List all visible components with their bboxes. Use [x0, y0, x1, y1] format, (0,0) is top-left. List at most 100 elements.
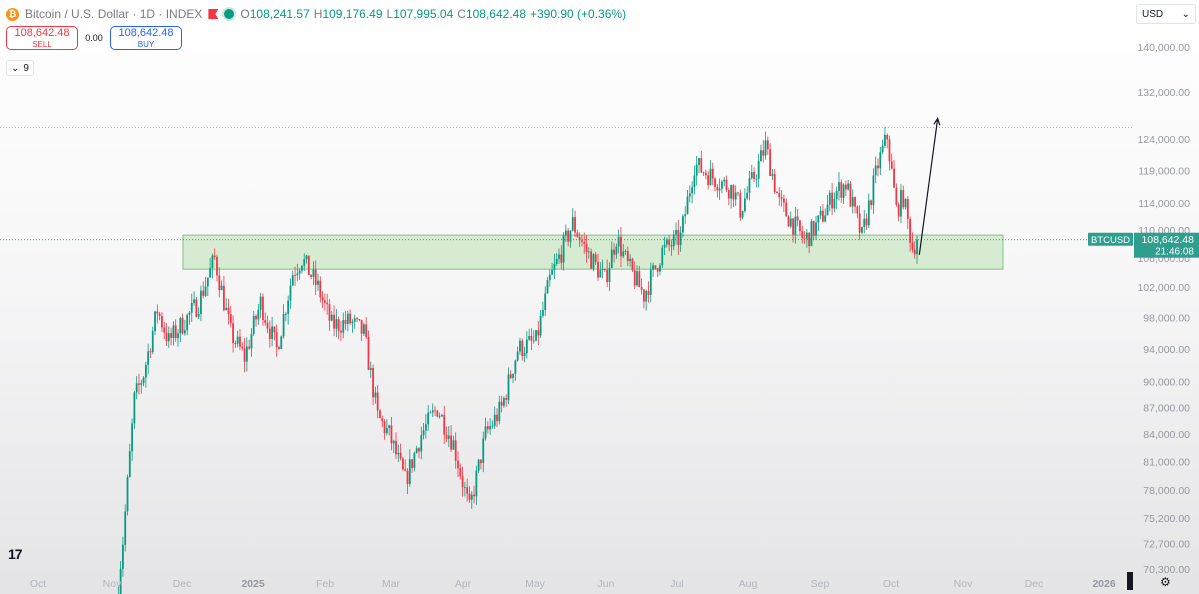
scroll-to-latest-handle[interactable] [1127, 572, 1133, 590]
candle-body [842, 184, 845, 198]
candle-body [346, 313, 349, 324]
gear-icon[interactable]: ⚙ [1160, 575, 1171, 589]
candle-body [216, 256, 218, 276]
candle-body [282, 314, 285, 337]
candle-body [716, 186, 719, 191]
candle-body [893, 168, 895, 188]
y-tick-label: 90,000.00 [1143, 377, 1190, 389]
candle-body [323, 300, 326, 303]
candle-body [383, 421, 386, 434]
candle-body [429, 412, 432, 414]
projection-arrow[interactable] [918, 117, 941, 255]
candle-body [463, 487, 466, 488]
candle-body [769, 149, 772, 177]
candle-body [516, 351, 519, 361]
candle-body [174, 325, 177, 339]
currency-select[interactable]: USD ⌄ [1136, 4, 1196, 24]
candle-body [163, 327, 166, 333]
x-tick-label: Aug [739, 578, 758, 590]
candle-body [503, 397, 505, 406]
candle-body [883, 134, 886, 146]
candle-body [475, 470, 478, 497]
candle-body [406, 470, 409, 484]
time-axis[interactable]: Oct Nov Dec 2025 Feb Mar Apr May Jun Jul Aug Sep Oct… [30, 578, 1116, 590]
candle-body [188, 312, 191, 315]
candle-body [863, 218, 866, 228]
spread-value: 0.00 [85, 33, 103, 43]
candle-body [223, 285, 225, 311]
y-tick-label: 75,200.00 [1143, 513, 1190, 525]
candle-body [803, 237, 806, 239]
candle-body [581, 240, 583, 242]
candle-body [750, 172, 753, 179]
candle-body [156, 311, 159, 314]
candle-body [220, 285, 223, 291]
candle-body [785, 202, 788, 217]
candle-body [622, 251, 625, 257]
candle-body [259, 296, 262, 310]
candle-body [126, 477, 129, 512]
sell-button[interactable]: 108,642.48 SELL [6, 26, 78, 50]
candle-body [135, 383, 138, 393]
candle-body [537, 330, 540, 336]
candle-body [133, 392, 136, 424]
candle-body [725, 179, 728, 191]
candle-body [179, 318, 182, 334]
candle-body [780, 197, 783, 199]
chevron-down-icon: ⌄ [1181, 8, 1190, 20]
candle-body [289, 285, 292, 301]
candle-body [714, 178, 716, 187]
y-tick-label: 94,000.00 [1143, 344, 1190, 356]
candle-body [158, 313, 161, 316]
candle-body [514, 360, 517, 374]
candle-body [870, 200, 873, 206]
candle-body [418, 448, 420, 452]
candle-body [420, 435, 423, 452]
candle-body [748, 178, 751, 193]
tradingview-logo[interactable]: 17 [8, 546, 23, 562]
candle-body [243, 348, 246, 362]
candle-body [381, 418, 384, 422]
candle-body [599, 270, 602, 278]
indicator-toggle[interactable]: ⌄ 9 [6, 60, 34, 76]
buy-label: BUY [137, 39, 155, 49]
candle-body [434, 410, 436, 412]
candle-body [799, 220, 801, 232]
candle-body [817, 215, 820, 223]
symbol-title[interactable]: Bitcoin / U.S. Dollar · 1D · INDEX [25, 7, 203, 21]
candle-body [867, 200, 870, 226]
buy-button[interactable]: 108,642.48 BUY [110, 26, 182, 50]
candle-body [620, 236, 622, 257]
candle-body [606, 269, 609, 283]
flag-icon[interactable] [208, 9, 219, 19]
candle-body [340, 330, 342, 333]
candle-body [351, 321, 354, 324]
candle-body [264, 320, 267, 323]
candle-body [558, 254, 560, 260]
candle-body [470, 494, 473, 500]
candle-body [172, 325, 175, 338]
price-axis[interactable]: 140,000.00 132,000.00 124,000.00 119,000.00… [1137, 42, 1190, 576]
x-tick-label: Nov [954, 578, 973, 590]
y-tick-label: 114,000.00 [1138, 198, 1190, 210]
market-status-icon[interactable] [224, 9, 235, 19]
candle-body [828, 192, 831, 205]
candle-body [413, 453, 416, 468]
candle-body [741, 211, 744, 218]
candle-body [743, 198, 746, 212]
candle-body [854, 197, 856, 207]
buy-price: 108,642.48 [118, 26, 174, 39]
candle-body [397, 452, 400, 455]
candle-body [170, 333, 173, 338]
candle-body [335, 319, 338, 329]
candle-body [319, 280, 322, 298]
candle-body [360, 319, 363, 334]
candle-body [587, 251, 590, 253]
candle-body [585, 243, 588, 253]
candle-body [844, 184, 847, 190]
ohlc-close-label: C [457, 7, 466, 21]
candle-body [493, 414, 496, 426]
candle-body [645, 290, 648, 302]
candle-body [431, 410, 434, 413]
